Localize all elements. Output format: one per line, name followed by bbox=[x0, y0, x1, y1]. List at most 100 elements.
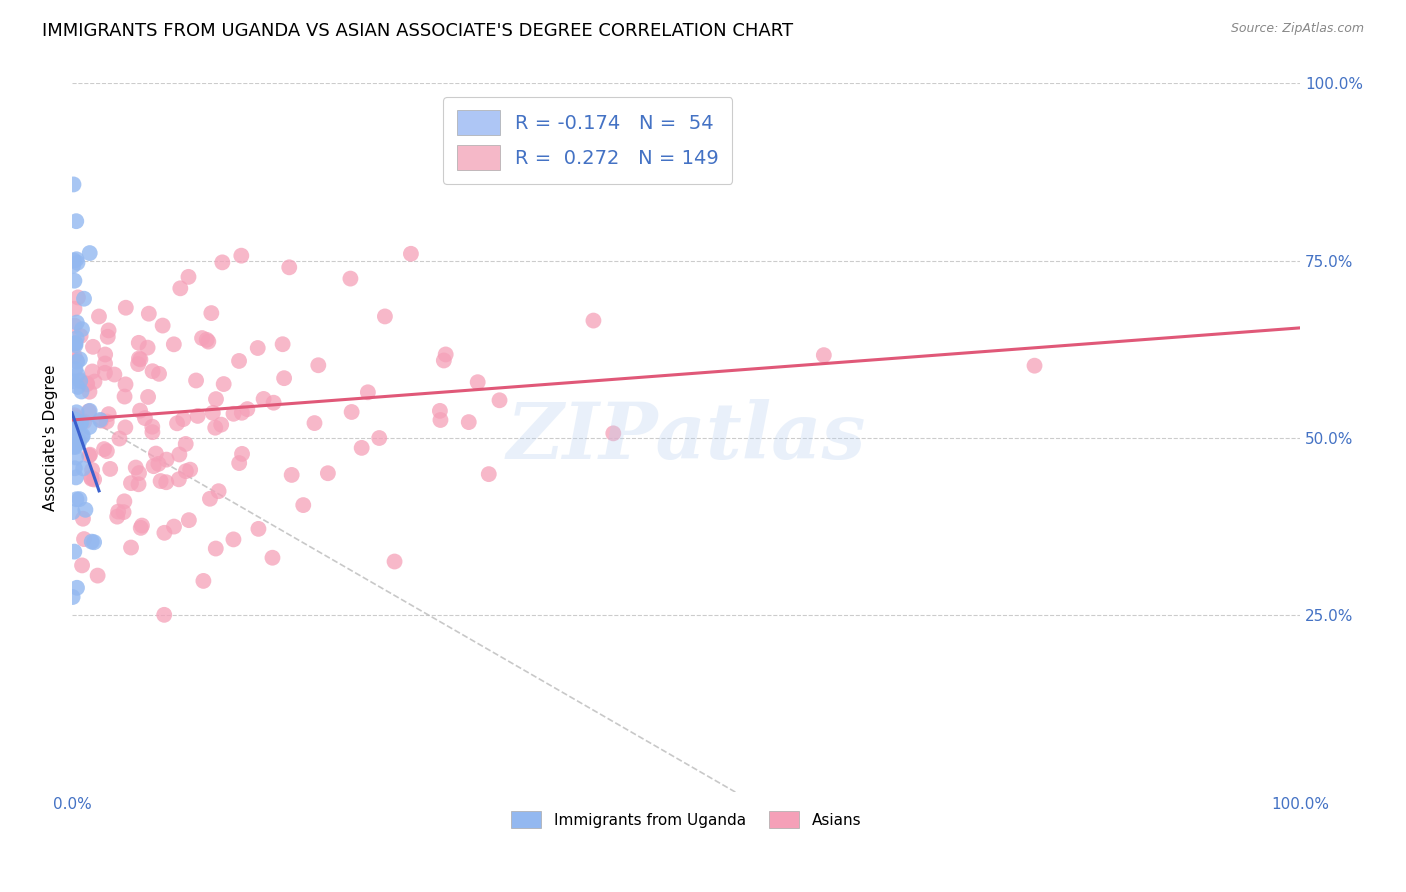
Point bbox=[191, 331, 214, 345]
Point bbox=[83, 473, 105, 487]
Point bbox=[63, 274, 86, 288]
Point bbox=[63, 318, 86, 333]
Point bbox=[97, 323, 120, 337]
Point bbox=[82, 463, 104, 477]
Point bbox=[166, 417, 188, 431]
Point bbox=[89, 413, 111, 427]
Point bbox=[207, 484, 229, 499]
Point bbox=[136, 390, 159, 404]
Point bbox=[142, 459, 165, 474]
Point bbox=[112, 505, 135, 519]
Point bbox=[70, 384, 93, 399]
Point bbox=[66, 316, 89, 330]
Point bbox=[271, 337, 294, 351]
Point bbox=[107, 505, 129, 519]
Point bbox=[179, 463, 201, 477]
Point bbox=[142, 364, 165, 378]
Point bbox=[63, 336, 86, 351]
Text: Source: ZipAtlas.com: Source: ZipAtlas.com bbox=[1230, 22, 1364, 36]
Point bbox=[145, 446, 167, 460]
Point bbox=[65, 336, 87, 351]
Point bbox=[63, 461, 86, 475]
Point bbox=[148, 457, 170, 471]
Text: ZIPatlas: ZIPatlas bbox=[506, 400, 866, 476]
Point bbox=[62, 590, 84, 604]
Point bbox=[128, 466, 150, 480]
Point bbox=[304, 416, 326, 430]
Point bbox=[65, 450, 87, 465]
Point bbox=[141, 425, 163, 439]
Point bbox=[602, 426, 624, 441]
Point bbox=[263, 395, 285, 409]
Point bbox=[163, 519, 186, 533]
Point bbox=[155, 475, 177, 490]
Point bbox=[148, 367, 170, 381]
Point bbox=[62, 259, 84, 273]
Point bbox=[114, 377, 136, 392]
Point bbox=[128, 335, 150, 350]
Point bbox=[70, 322, 93, 336]
Point bbox=[1024, 359, 1046, 373]
Point bbox=[374, 310, 396, 324]
Point bbox=[66, 380, 89, 394]
Point bbox=[87, 310, 110, 324]
Point bbox=[236, 402, 259, 417]
Point bbox=[65, 338, 87, 352]
Point bbox=[65, 437, 87, 451]
Point bbox=[153, 525, 176, 540]
Point bbox=[72, 428, 94, 442]
Point bbox=[211, 255, 233, 269]
Point bbox=[67, 435, 90, 450]
Point bbox=[136, 341, 159, 355]
Point bbox=[72, 461, 94, 475]
Point bbox=[273, 371, 295, 385]
Point bbox=[813, 348, 835, 362]
Point bbox=[131, 518, 153, 533]
Point bbox=[94, 347, 117, 361]
Point bbox=[114, 420, 136, 434]
Point bbox=[155, 452, 177, 467]
Point bbox=[86, 568, 108, 582]
Point bbox=[429, 404, 451, 418]
Point bbox=[63, 544, 86, 558]
Point bbox=[67, 435, 90, 450]
Point bbox=[174, 437, 197, 451]
Point bbox=[63, 349, 86, 363]
Point bbox=[67, 492, 90, 507]
Point bbox=[108, 432, 131, 446]
Point bbox=[69, 373, 91, 387]
Point bbox=[62, 432, 84, 446]
Point bbox=[65, 410, 87, 425]
Point bbox=[134, 411, 156, 425]
Point bbox=[96, 444, 118, 458]
Point bbox=[193, 574, 215, 588]
Point bbox=[467, 375, 489, 389]
Point bbox=[340, 405, 363, 419]
Point bbox=[66, 331, 89, 345]
Point bbox=[72, 512, 94, 526]
Point bbox=[252, 392, 274, 406]
Point bbox=[65, 420, 87, 434]
Point bbox=[65, 252, 87, 267]
Point bbox=[197, 334, 219, 349]
Point bbox=[129, 403, 152, 417]
Point bbox=[204, 421, 226, 435]
Point bbox=[228, 354, 250, 368]
Point bbox=[228, 456, 250, 470]
Point bbox=[149, 474, 172, 488]
Point bbox=[184, 374, 207, 388]
Point bbox=[114, 301, 136, 315]
Point bbox=[138, 307, 160, 321]
Point bbox=[205, 392, 228, 406]
Point bbox=[231, 447, 253, 461]
Point bbox=[200, 306, 222, 320]
Point bbox=[62, 505, 84, 519]
Point bbox=[90, 414, 112, 428]
Point bbox=[112, 494, 135, 508]
Point bbox=[69, 374, 91, 388]
Point bbox=[222, 533, 245, 547]
Point bbox=[96, 415, 118, 429]
Point bbox=[80, 470, 103, 484]
Point bbox=[172, 412, 194, 426]
Point bbox=[70, 558, 93, 573]
